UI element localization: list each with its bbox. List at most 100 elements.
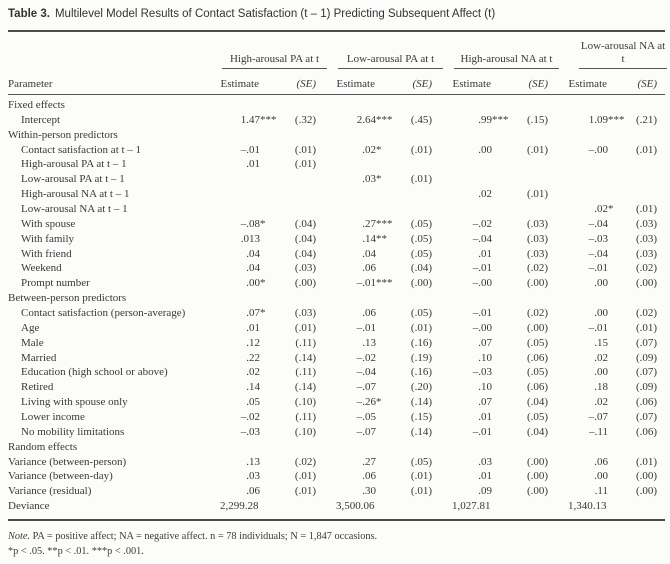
se-value: (.07) [635, 411, 658, 424]
column-group-high-arousal-pa: High-arousal PA at t [208, 31, 327, 69]
estimate-value: .02* [594, 203, 614, 216]
table-notes: Note. PA = positive affect; NA = negativ… [8, 530, 665, 559]
table-row: Lower income –.02 (.11) –.05 (.15) .01 (.05) –.… [8, 410, 665, 425]
estimate-value: .03 [246, 470, 260, 483]
se-value: (.07) [635, 366, 658, 379]
se-value: (.01) [635, 321, 658, 334]
table-row: Weekend .04 (.03) .06 (.04) –.01 (.02) –.01 (.02… [8, 261, 665, 276]
se-value: (.02) [635, 307, 658, 320]
se-value [265, 291, 324, 306]
se-value: (.03) [294, 307, 316, 320]
estimate-value: –.02 [240, 411, 260, 424]
row-label: High-arousal NA at t – 1 [21, 188, 130, 201]
se-value: (.15) [410, 411, 432, 424]
se-value: (.14) [410, 396, 432, 409]
estimate-value: .10 [478, 351, 492, 364]
se-value: (.00) [526, 321, 549, 334]
se-value [497, 202, 556, 217]
estimate-value: .13 [362, 336, 376, 349]
estimate-value: –.01 [240, 143, 260, 156]
row-label: Variance (between-person) [8, 455, 127, 468]
column-group-low-arousal-pa: Low-arousal PA at t [324, 31, 443, 69]
estimate-value: .06 [362, 470, 376, 483]
se-value [497, 440, 556, 455]
se-value [381, 440, 440, 455]
estimate-value: .01 [246, 321, 260, 334]
row-label: Lower income [21, 411, 85, 424]
se-value: (.00) [526, 485, 549, 498]
se-value: (.10) [294, 425, 316, 438]
se-value: (.01) [294, 485, 316, 498]
estimate-value: –.07 [356, 425, 376, 438]
estimate-value: –.07 [356, 381, 376, 394]
se-value: (.04) [526, 396, 549, 409]
estimate-value: –.03 [240, 425, 260, 438]
estimate-value: –.04 [588, 247, 609, 260]
row-label: Intercept [21, 113, 61, 126]
estimate-value: .01 [478, 470, 492, 483]
estimate-value: –.01 [472, 307, 492, 320]
se-value [497, 157, 556, 172]
se-value [381, 202, 440, 217]
se-value: (.06) [526, 381, 549, 394]
table-row: With family .013 (.04) .14** (.05) –.04 (.03) –… [8, 232, 665, 247]
se-value [265, 172, 324, 187]
se-value [613, 187, 665, 202]
se-value [497, 291, 556, 306]
se-value: (.04) [294, 232, 316, 245]
se-value [613, 157, 665, 172]
estimate-value [440, 95, 497, 113]
se-value: (.00) [410, 277, 432, 290]
estimate-value: .00* [246, 277, 266, 290]
note-label: Note. [8, 531, 31, 543]
estimate-value: –.00 [472, 321, 492, 334]
table-row: Variance (residual) .06 (.01) .30 (.01) .09 (.… [8, 484, 665, 499]
se-value: (.04) [294, 217, 316, 230]
estimate-value: .02* [362, 143, 382, 156]
estimate-value: 1.47*** [240, 113, 277, 126]
se-value: (.07) [635, 336, 658, 349]
se-value: (.06) [635, 396, 658, 409]
estimate-value: 1.09*** [588, 113, 625, 126]
estimate-value: –.01 [472, 262, 492, 275]
se-value: (.19) [410, 351, 432, 364]
se-value: (.01) [294, 470, 316, 483]
estimate-value: –.05 [356, 411, 376, 424]
estimate-value [208, 172, 265, 187]
estimate-value [556, 187, 613, 202]
estimate-value: –.01 [472, 425, 492, 438]
estimate-value: .18 [594, 381, 609, 394]
estimate-value [208, 95, 265, 113]
estimate-value: .06 [246, 485, 260, 498]
table-row: With spouse –.08* (.04) .27*** (.05) –.02 (.03… [8, 217, 665, 232]
estimate-value: 2.64*** [356, 113, 393, 126]
estimate-value [440, 157, 497, 172]
estimate-value [208, 187, 265, 202]
se-value: (.01) [526, 188, 549, 201]
estimate-value: –.07 [588, 411, 609, 424]
estimate-value: .03* [362, 173, 382, 186]
table-row: Deviance 2,299.28 3,500.06 1,027.81 1,340.13 [8, 499, 665, 520]
se-value: (.11) [295, 366, 316, 379]
se-value [381, 128, 440, 143]
table-row: Low-arousal PA at t – 1 .03* (.01) [8, 172, 665, 187]
note-text: PA = positive affect; NA = negative affe… [32, 531, 378, 543]
se-value: (.03) [635, 217, 658, 230]
se-value: (.20) [410, 381, 432, 394]
se-value: (.01) [635, 455, 658, 468]
se-value [265, 202, 324, 217]
se-value: (.01) [294, 143, 316, 156]
estimate-header: Estimate [440, 69, 497, 95]
se-value: (.00) [526, 277, 549, 290]
table-row: No mobility limitations –.03 (.10) –.07 (.14… [8, 425, 665, 440]
row-label: Contact satisfaction at t – 1 [21, 143, 142, 156]
column-group-label: High-arousal NA at t [454, 53, 560, 69]
estimate-value: –.26* [356, 396, 382, 409]
se-value: (.05) [410, 307, 432, 320]
se-value: (.03) [294, 262, 316, 275]
estimate-value [324, 128, 381, 143]
estimate-header: Estimate [556, 69, 614, 95]
se-value: (.45) [410, 113, 432, 126]
table-row: Retired .14 (.14) –.07 (.20) .10 (.06) .18 (.09) [8, 380, 665, 395]
